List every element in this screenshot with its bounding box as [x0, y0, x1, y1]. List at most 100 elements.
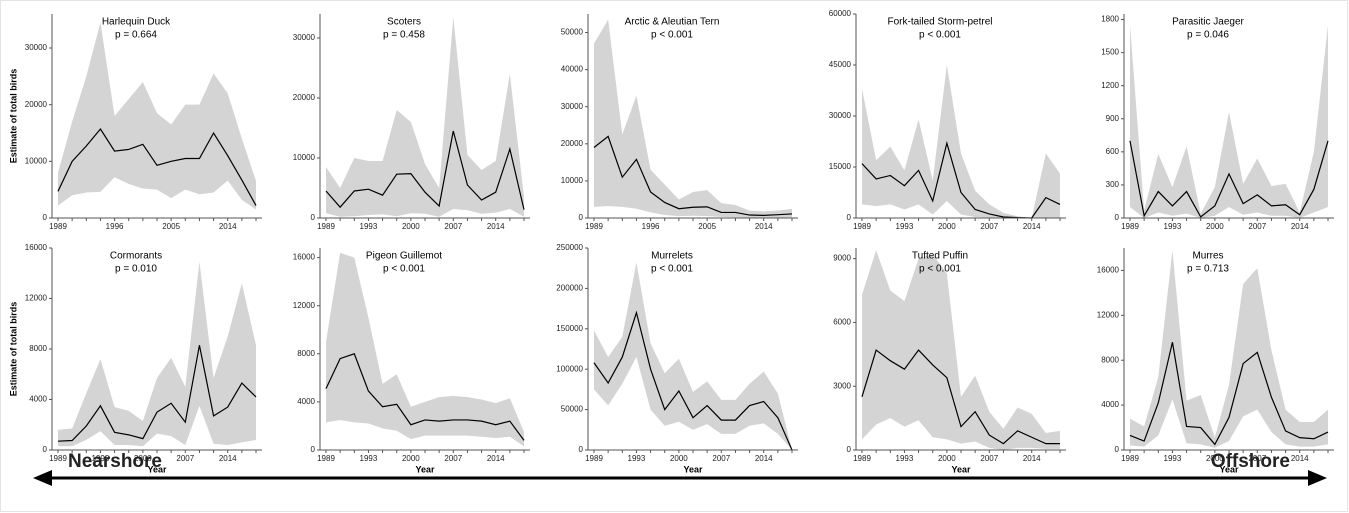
x-tick-label: 2014 — [487, 222, 505, 231]
page: Nearshore Offshore 010000200003000019891… — [0, 0, 1349, 513]
x-tick-label: 2014 — [487, 454, 505, 463]
y-tick-label: 100000 — [556, 364, 583, 373]
y-tick-label: 0 — [579, 213, 584, 222]
y-tick-label: 12000 — [1097, 310, 1120, 319]
p-value: p = 0.458 — [383, 30, 425, 41]
y-tick-label: 50000 — [561, 405, 584, 414]
y-tick-label: 3000 — [833, 381, 851, 390]
y-tick-label: 1800 — [1101, 15, 1119, 24]
y-tick-label: 250000 — [556, 243, 583, 252]
x-tick-label: 2007 — [980, 222, 998, 231]
x-tick-label: 2007 — [712, 454, 730, 463]
x-tick-label: 1993 — [92, 454, 110, 463]
chart-title: Fork-tailed Storm-petrel — [887, 17, 992, 28]
y-tick-label: 1500 — [1101, 48, 1119, 57]
p-value: p = 0.046 — [1187, 30, 1229, 41]
x-tick-label: 1996 — [106, 222, 124, 231]
y-axis-title: Estimate of total birds — [8, 69, 18, 164]
x-axis-title: Year — [1219, 464, 1239, 474]
x-tick-label: 2007 — [980, 454, 998, 463]
y-tick-label: 0 — [43, 445, 48, 454]
y-tick-label: 4000 — [1101, 400, 1119, 409]
y-tick-label: 50000 — [561, 28, 584, 37]
p-value: p < 0.001 — [919, 30, 961, 41]
x-tick-label: 1993 — [628, 454, 646, 463]
x-axis-title: Year — [415, 464, 435, 474]
y-tick-label: 45000 — [829, 60, 852, 69]
x-tick-label: 2014 — [219, 454, 237, 463]
x-tick-label: 2000 — [938, 454, 956, 463]
x-tick-label: 2000 — [938, 222, 956, 231]
y-tick-label: 8000 — [1101, 355, 1119, 364]
x-tick-label: 1989 — [853, 222, 871, 231]
x-tick-label: 1993 — [360, 454, 378, 463]
y-tick-label: 10000 — [293, 153, 316, 162]
x-tick-label: 1996 — [642, 222, 660, 231]
x-tick-label: 1989 — [853, 454, 871, 463]
chart-title: Scoters — [387, 17, 421, 28]
x-tick-label: 1989 — [317, 222, 335, 231]
x-tick-label: 2000 — [402, 222, 420, 231]
y-tick-label: 20000 — [293, 93, 316, 102]
x-tick-label: 2007 — [1248, 222, 1266, 231]
y-tick-label: 30000 — [829, 111, 852, 120]
x-tick-label: 2014 — [1291, 454, 1309, 463]
x-tick-label: 2000 — [1206, 454, 1224, 463]
y-tick-label: 300 — [1106, 180, 1120, 189]
y-tick-label: 10000 — [25, 156, 48, 165]
y-tick-label: 150000 — [556, 324, 583, 333]
x-tick-label: 1993 — [896, 454, 914, 463]
y-tick-label: 40000 — [561, 65, 584, 74]
x-tick-label: 2014 — [1023, 454, 1041, 463]
x-tick-label: 1993 — [1164, 222, 1182, 231]
p-value: p < 0.001 — [651, 30, 693, 41]
x-tick-label: 2014 — [755, 222, 773, 231]
y-tick-label: 600 — [1106, 147, 1120, 156]
x-tick-label: 2014 — [1023, 222, 1041, 231]
y-tick-label: 20000 — [561, 139, 584, 148]
x-tick-label: 2005 — [698, 222, 716, 231]
y-tick-label: 900 — [1106, 114, 1120, 123]
chart-title: Tufted Puffin — [912, 251, 968, 262]
y-tick-label: 1200 — [1101, 81, 1119, 90]
x-tick-label: 2000 — [402, 454, 420, 463]
y-tick-label: 16000 — [293, 253, 316, 262]
x-tick-label: 1989 — [1121, 222, 1139, 231]
y-tick-label: 30000 — [25, 43, 48, 52]
x-tick-label: 2007 — [444, 454, 462, 463]
y-tick-label: 4000 — [29, 395, 47, 404]
y-tick-label: 0 — [311, 213, 316, 222]
x-axis-title: Year — [683, 464, 703, 474]
x-tick-label: 2007 — [1248, 454, 1266, 463]
x-tick-label: 1993 — [1164, 454, 1182, 463]
chart-title: Pigeon Guillemot — [366, 251, 442, 262]
y-tick-label: 12000 — [293, 301, 316, 310]
y-tick-label: 12000 — [25, 294, 48, 303]
x-tick-label: 1993 — [360, 222, 378, 231]
x-tick-label: 2007 — [444, 222, 462, 231]
y-tick-label: 0 — [43, 213, 48, 222]
x-tick-label: 1989 — [585, 454, 603, 463]
chart-title: Harlequin Duck — [102, 17, 171, 28]
x-tick-label: 1989 — [49, 222, 67, 231]
y-tick-label: 9000 — [833, 254, 851, 263]
chart-title: Parasitic Jaeger — [1172, 17, 1244, 28]
x-tick-label: 2005 — [162, 222, 180, 231]
p-value: p = 0.713 — [1187, 264, 1229, 275]
x-tick-label: 1989 — [49, 454, 67, 463]
x-tick-label: 2000 — [670, 454, 688, 463]
p-value: p = 0.664 — [115, 30, 157, 41]
y-tick-label: 16000 — [1097, 266, 1120, 275]
y-tick-label: 0 — [579, 445, 584, 454]
x-tick-label: 2014 — [1291, 222, 1309, 231]
x-tick-label: 1989 — [585, 222, 603, 231]
chart-title: Cormorants — [110, 251, 162, 262]
p-value: p < 0.001 — [383, 264, 425, 275]
y-tick-label: 8000 — [29, 344, 47, 353]
y-tick-label: 0 — [1115, 445, 1120, 454]
y-tick-label: 10000 — [561, 176, 584, 185]
x-tick-label: 2014 — [219, 222, 237, 231]
y-tick-label: 200000 — [556, 284, 583, 293]
p-value: p < 0.001 — [919, 264, 961, 275]
x-tick-label: 1989 — [1121, 454, 1139, 463]
